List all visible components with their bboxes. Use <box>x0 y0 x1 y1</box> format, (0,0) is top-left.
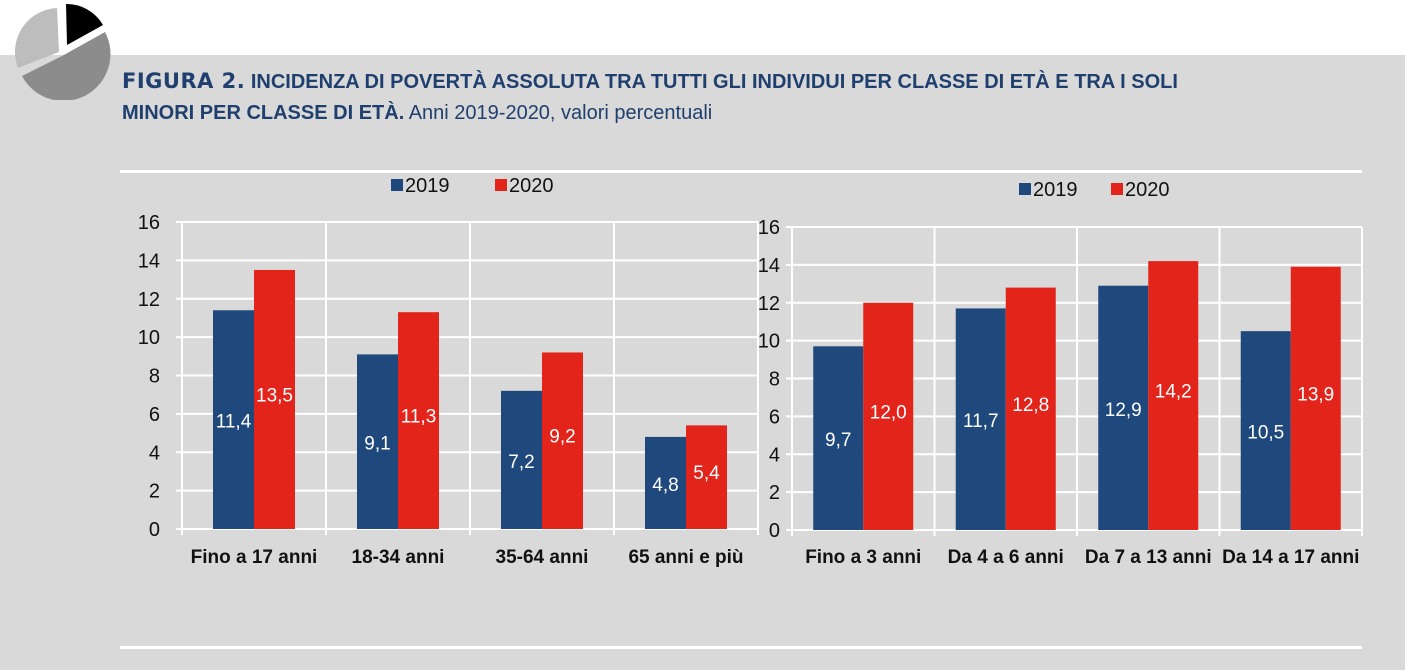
legend-swatch-2020 <box>1111 183 1123 195</box>
bar-2019 <box>1240 331 1291 530</box>
bar-2020 <box>542 352 583 529</box>
legend-label-2019: 2019 <box>1033 179 1078 201</box>
bar-2019 <box>1098 285 1149 530</box>
pie-slice-mid <box>22 32 111 100</box>
bar-2020 <box>1290 266 1341 530</box>
data-label-2020: 12,8 <box>1012 395 1049 416</box>
figure-label: FIGURA 2. <box>122 69 246 93</box>
legend-label-2020: 2020 <box>509 175 554 197</box>
top-rule <box>120 170 1362 173</box>
category-label: Fino a 17 anni <box>191 547 318 568</box>
data-label-2019: 4,8 <box>652 475 678 496</box>
data-label-2020: 5,4 <box>693 463 720 484</box>
category-label: Fino a 3 anni <box>805 547 921 568</box>
y-tick-label: 16 <box>758 217 780 239</box>
y-tick-label: 14 <box>138 250 160 272</box>
y-tick-label: 6 <box>769 406 780 428</box>
pie-slice-light <box>14 8 59 68</box>
y-tick-label: 0 <box>769 520 780 542</box>
bar-2020 <box>398 312 439 529</box>
legend-label-2020: 2020 <box>1125 179 1170 201</box>
y-tick-label: 4 <box>769 444 780 466</box>
data-label-2019: 11,4 <box>216 412 252 433</box>
data-label-2020: 14,2 <box>1155 382 1192 403</box>
category-label: 18-34 anni <box>352 547 445 568</box>
data-label-2019: 10,5 <box>1247 423 1284 444</box>
figure-title: FIGURA 2. INCIDENZA DI POVERTÀ ASSOLUTA … <box>122 66 1382 129</box>
pie-chart-icon <box>14 3 111 100</box>
data-label-2019: 9,7 <box>825 430 851 451</box>
figure-subtitle: Anni 2019-2020, valori percentuali <box>408 102 713 124</box>
bar-2019 <box>813 346 864 530</box>
category-label: Da 4 a 6 anni <box>948 547 1064 568</box>
y-tick-label: 10 <box>758 331 780 353</box>
bar-2019 <box>955 308 1006 530</box>
figure-title-line2: MINORI PER CLASSE DI ETÀ. <box>122 102 405 124</box>
bar-chart-2: 0 2 4 6 8 10 12 14 16 9,7 12,0 Fino a 3 anni 11,7 12,… <box>758 179 1363 568</box>
y-tick-label: 8 <box>149 366 160 388</box>
bar-2020 <box>1005 287 1056 530</box>
bar-chart-1: 0 2 4 6 8 10 12 14 16 11,413,5 Fino a 17 anni 9,1 11… <box>138 175 759 568</box>
bar-2020 <box>254 269 295 529</box>
y-tick-label: 6 <box>149 404 160 426</box>
bottom-rule <box>120 646 1362 649</box>
bar-2019 <box>213 310 254 529</box>
y-tick-label: 8 <box>769 369 780 391</box>
data-label-2020: 13,5 <box>256 385 293 406</box>
bar-2020 <box>686 425 727 529</box>
y-tick-label: 4 <box>149 442 160 464</box>
data-label-2019: 7,2 <box>508 452 534 473</box>
data-label-2019: 9,1 <box>364 434 390 455</box>
bar-2020 <box>863 302 914 530</box>
data-label-2020: 11,3 <box>401 407 437 428</box>
y-tick-label: 2 <box>149 481 160 503</box>
data-label-2020: 13,9 <box>1297 384 1334 405</box>
y-tick-label: 12 <box>138 289 160 311</box>
bar-2019 <box>501 390 542 529</box>
y-tick-label: 16 <box>138 212 160 234</box>
data-label-2019: 12,9 <box>1105 400 1142 421</box>
legend-label-2019: 2019 <box>405 175 450 197</box>
data-label-2020: 9,2 <box>549 427 575 448</box>
pie-slice-black <box>66 3 103 45</box>
category-label: 35-64 anni <box>496 547 589 568</box>
data-label-2020: 12,0 <box>870 402 907 423</box>
bar-2019 <box>645 436 686 529</box>
bar-2020 <box>1148 261 1199 530</box>
y-tick-label: 14 <box>758 255 780 277</box>
y-tick-label: 2 <box>769 482 780 504</box>
category-label: Da 7 a 13 anni <box>1085 547 1212 568</box>
legend-swatch-2020 <box>495 179 507 191</box>
y-tick-label: 0 <box>149 519 160 541</box>
data-label-2019: 11,7 <box>963 411 999 432</box>
y-tick-label: 12 <box>758 293 780 315</box>
category-label: Da 14 a 17 anni <box>1222 547 1359 568</box>
legend-swatch-2019 <box>1019 183 1031 195</box>
y-tick-label: 10 <box>138 327 160 349</box>
legend-swatch-2019 <box>391 179 403 191</box>
bar-2019 <box>357 354 398 529</box>
figure-title-line1: INCIDENZA DI POVERTÀ ASSOLUTA TRA TUTTI … <box>250 71 1178 93</box>
category-label: 65 anni e più <box>628 547 743 568</box>
